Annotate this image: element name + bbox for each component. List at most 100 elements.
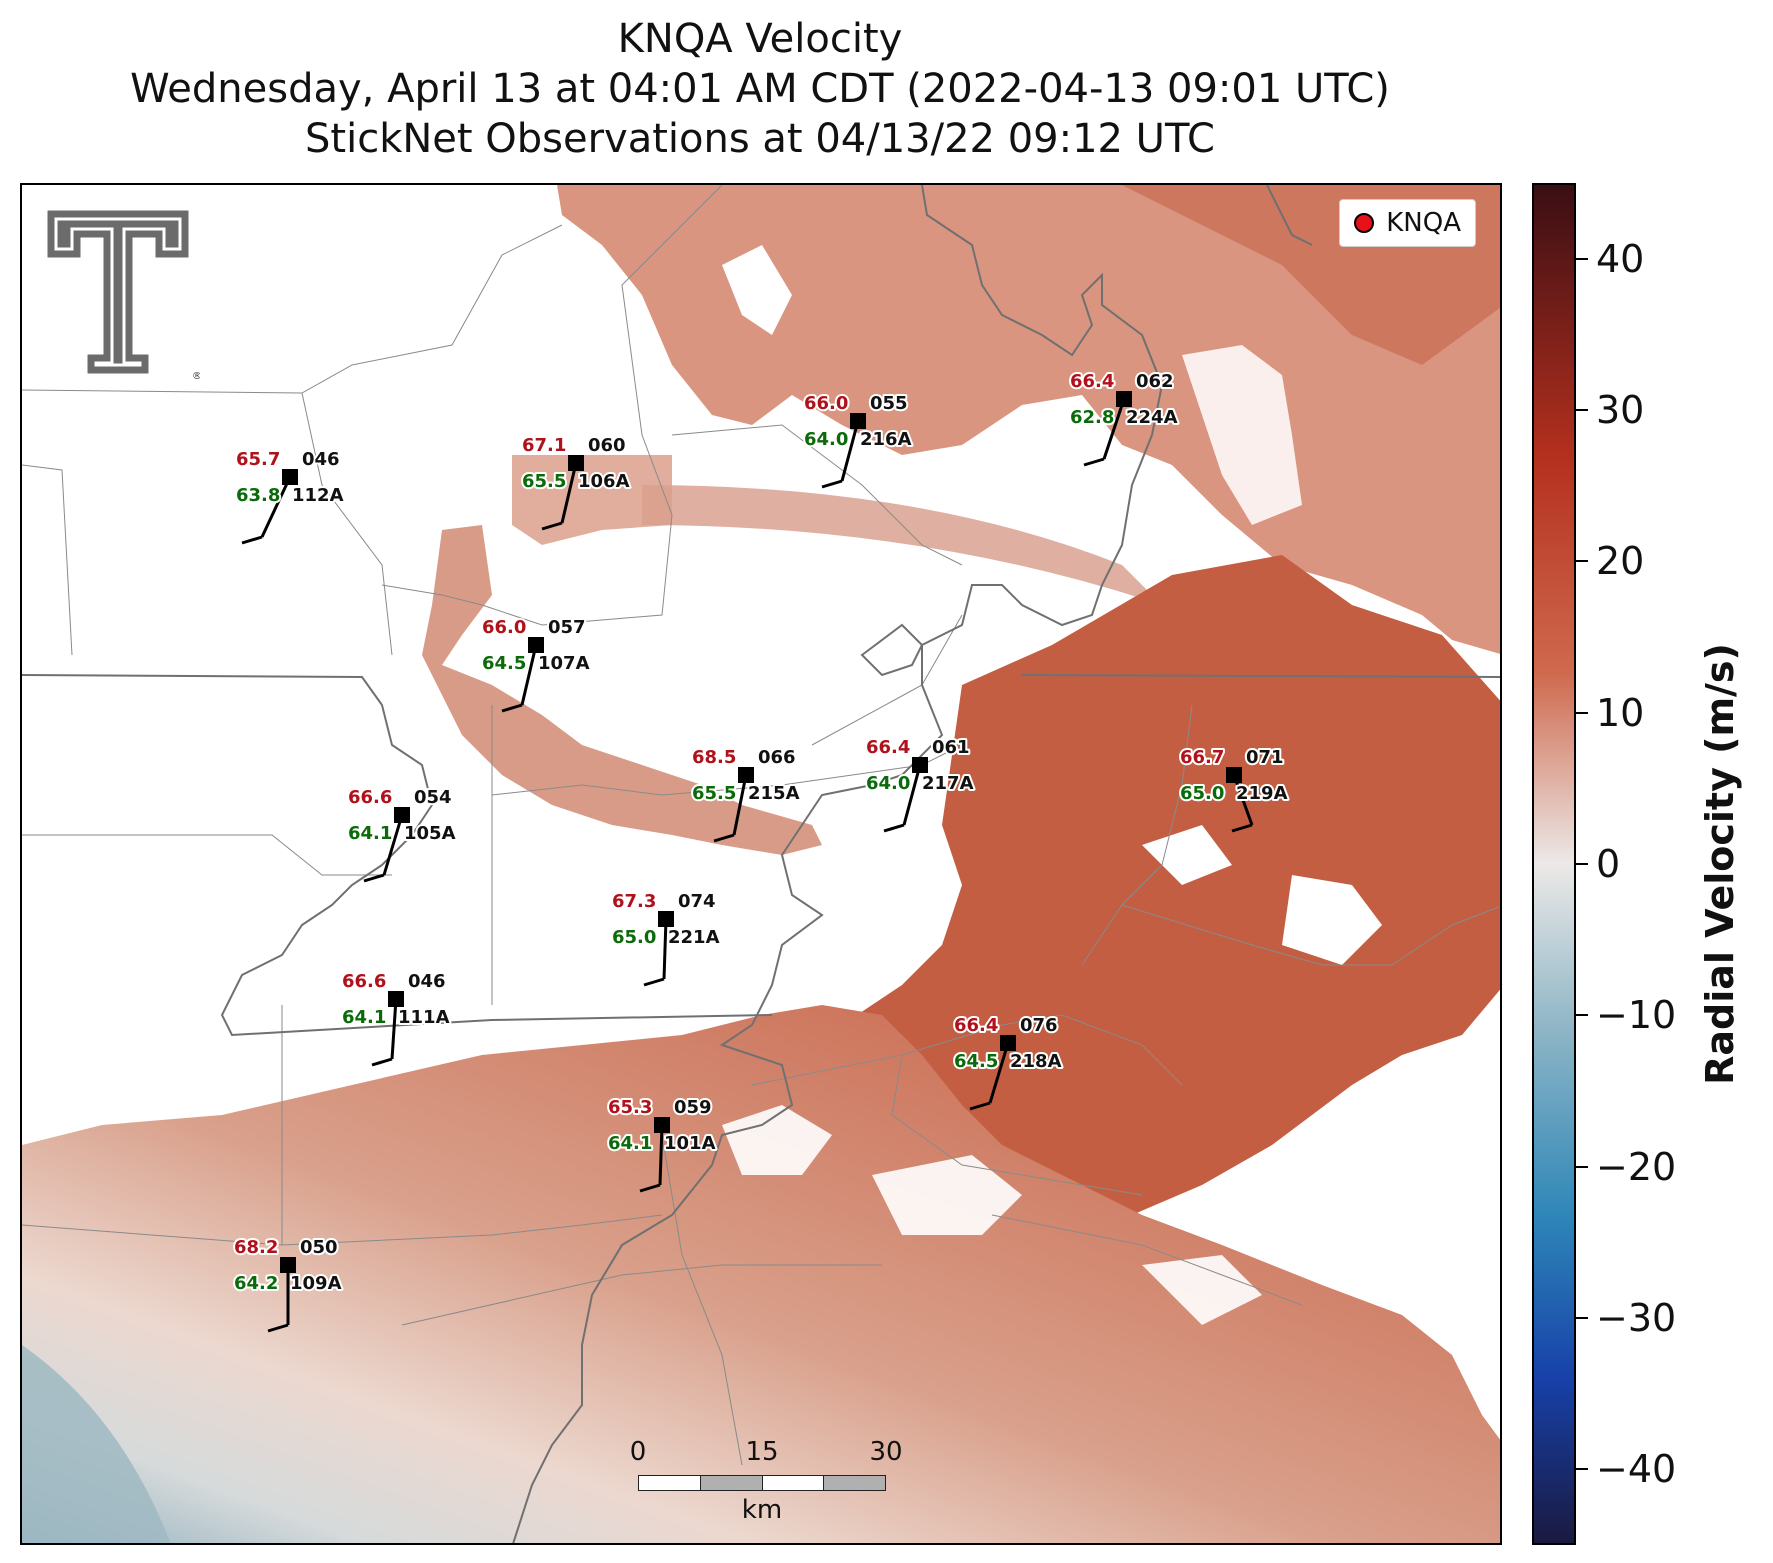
scale-label-30: 30 (869, 1437, 903, 1467)
station-216A[interactable]: 66.0 055 64.0 216A (802, 391, 914, 489)
wind-barb-flag (267, 1323, 289, 1333)
station-id: 107A (538, 653, 590, 674)
county-boundaries (22, 185, 1500, 1466)
wind-barb-shaft (560, 462, 578, 524)
station-219A[interactable]: 66.7 071 65.0 219A (1178, 745, 1290, 833)
map-title: KNQA Velocity (617, 16, 903, 62)
wind-barb-flag (643, 977, 665, 987)
wind-barb-flag (1231, 823, 1253, 833)
wind-barb-flag (821, 479, 843, 489)
texas-tech-double-t-logo: ® (44, 207, 200, 382)
station-marker-icon (1226, 767, 1242, 783)
radar-map[interactable]: KNQA ® 65.7 046 63.8 112A 67.1 060 65.5 106A 66.… (20, 183, 1502, 1545)
wind-barb-flag (1083, 457, 1105, 467)
station-218A[interactable]: 66.4 076 64.5 218A (952, 1013, 1064, 1111)
colorbar-tick-label: 30 (1596, 388, 1645, 432)
station-id: 101A (664, 1133, 716, 1154)
colorbar-tick-label: −20 (1596, 1144, 1677, 1189)
wind-barb-shaft (658, 1124, 664, 1186)
station-wind-direction: 046 (302, 449, 340, 470)
station-marker-icon (282, 469, 298, 485)
colorbar-tick (1576, 1317, 1588, 1319)
wind-barb-flag (883, 823, 905, 833)
wind-barb-flag (639, 1183, 661, 1193)
station-id: 106A (578, 471, 630, 492)
station-dewpoint: 64.1 (348, 823, 392, 844)
wind-barb-shaft (520, 644, 538, 706)
station-wind-direction: 060 (588, 435, 626, 456)
station-221A[interactable]: 67.3 074 65.0 221A (610, 889, 722, 987)
station-id: 112A (292, 485, 344, 506)
velocity-region-arc (642, 485, 1162, 605)
wind-barb-shaft (390, 998, 398, 1060)
station-107A[interactable]: 66.0 057 64.5 107A (480, 615, 592, 713)
station-temperature: 66.6 (342, 971, 386, 992)
station-wind-direction: 061 (932, 737, 970, 758)
station-wind-direction: 059 (674, 1097, 712, 1118)
station-dewpoint: 64.5 (482, 653, 526, 674)
station-marker-icon (654, 1117, 670, 1133)
wind-barb-flag (541, 521, 563, 531)
colorbar-tick (1576, 1014, 1588, 1017)
wind-barb-shaft (260, 476, 292, 538)
colorbar-tick (1576, 409, 1588, 411)
station-marker-icon (850, 413, 866, 429)
station-111A[interactable]: 66.6 046 64.1 111A (340, 969, 452, 1067)
wind-barb-flag (713, 833, 735, 843)
station-217A[interactable]: 66.4 061 64.0 217A (864, 735, 976, 833)
station-wind-direction: 076 (1020, 1015, 1058, 1036)
velocity-colorbar (1532, 183, 1576, 1545)
station-109A[interactable]: 68.2 050 64.2 109A (232, 1235, 344, 1333)
scale-bar (638, 1475, 886, 1491)
station-dewpoint: 64.1 (342, 1007, 386, 1028)
station-wind-direction: 057 (548, 617, 586, 638)
station-marker-icon (912, 757, 928, 773)
station-id: 217A (922, 773, 974, 794)
station-wind-direction: 071 (1246, 747, 1284, 768)
station-temperature: 66.4 (866, 737, 910, 758)
station-temperature: 68.5 (692, 747, 736, 768)
station-105A[interactable]: 66.6 054 64.1 105A (346, 785, 458, 883)
station-id: 219A (1236, 783, 1288, 804)
colorbar-tick (1576, 711, 1588, 714)
station-id: 111A (398, 1007, 450, 1028)
wind-barb-shaft (1102, 398, 1126, 460)
station-106A[interactable]: 67.1 060 65.5 106A (520, 433, 632, 531)
station-temperature: 67.3 (612, 891, 656, 912)
colorbar-tick-label: 0 (1596, 842, 1621, 886)
map-subtitle-obs: StickNet Observations at 04/13/22 09:12 … (305, 116, 1215, 162)
wind-barb-shaft (382, 814, 404, 876)
radar-velocity-field (22, 185, 1500, 1543)
station-112A[interactable]: 65.7 046 63.8 112A (234, 447, 346, 545)
station-dewpoint: 64.0 (804, 429, 848, 450)
scale-label-0: 0 (629, 1437, 647, 1467)
colorbar-title: Radial Velocity (m/s) (1698, 643, 1742, 1085)
colorbar-tick (1576, 863, 1588, 865)
colorbar-tick-label: −40 (1596, 1447, 1677, 1492)
station-215A[interactable]: 68.5 066 65.5 215A (690, 745, 802, 843)
station-wind-direction: 062 (1136, 371, 1174, 392)
station-dewpoint: 63.8 (236, 485, 280, 506)
station-marker-icon (388, 991, 404, 1007)
station-temperature: 68.2 (234, 1237, 278, 1258)
station-temperature: 66.0 (804, 393, 848, 414)
station-dewpoint: 64.0 (866, 773, 910, 794)
station-wind-direction: 050 (300, 1237, 338, 1258)
station-224A[interactable]: 66.4 062 62.8 224A (1068, 369, 1180, 467)
wind-barb-shaft (1232, 774, 1254, 826)
wind-barb-shaft (662, 918, 668, 980)
station-dewpoint: 65.0 (612, 927, 656, 948)
station-temperature: 66.6 (348, 787, 392, 808)
station-dewpoint: 65.5 (522, 471, 566, 492)
velocity-region-west-band (422, 525, 822, 855)
wind-barb-flag (363, 873, 385, 883)
station-marker-icon (528, 637, 544, 653)
station-wind-direction: 046 (408, 971, 446, 992)
wind-barb-flag (501, 703, 523, 713)
colorbar-tick (1576, 560, 1588, 563)
station-101A[interactable]: 65.3 059 64.1 101A (606, 1095, 718, 1193)
wind-barb-shaft (732, 774, 748, 836)
station-id: 221A (668, 927, 720, 948)
station-dewpoint: 62.8 (1070, 407, 1114, 428)
station-marker-icon (738, 767, 754, 783)
